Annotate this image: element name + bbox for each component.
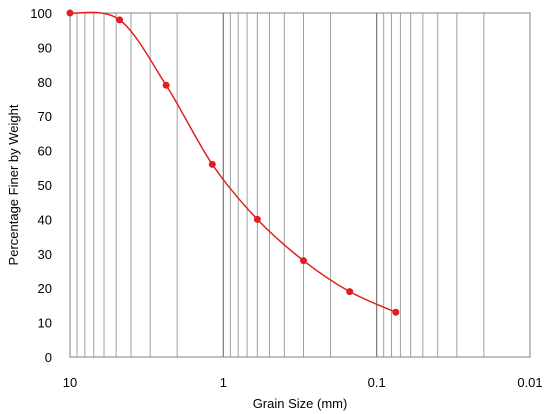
vertical-gridlines [69,13,531,357]
y-tick-label: 80 [38,75,52,90]
y-tick-label: 40 [38,212,52,227]
data-point [300,257,308,265]
data-point [162,81,170,89]
y-tick-label: 100 [30,6,52,21]
y-tick-label: 0 [45,350,52,365]
x-tick-labels: 10 1 0.1 0.01 [63,375,543,390]
y-tick-label: 60 [38,144,52,159]
y-axis-title: Percentage Finer by Weight [6,104,21,265]
y-tick-label: 50 [38,178,52,193]
y-tick-label: 90 [38,40,52,55]
x-tick-label: 0.01 [517,375,542,390]
x-tick-label: 10 [63,375,77,390]
x-tick-label: 1 [220,375,227,390]
x-axis-title: Grain Size (mm) [253,396,348,411]
data-point [253,215,261,223]
y-tick-labels: 0 10 20 30 40 50 60 70 80 90 100 [30,6,52,365]
y-tick-label: 70 [38,109,52,124]
y-tick-label: 30 [38,247,52,262]
data-point [346,288,354,296]
data-point [66,9,74,17]
data-point [116,16,124,24]
y-tick-label: 10 [38,316,52,331]
data-point [392,308,400,316]
plot-frame [69,12,531,358]
data-point [208,160,216,168]
y-tick-label: 20 [38,281,52,296]
data-points [66,9,400,316]
gradation-curve [69,11,397,313]
x-tick-label: 0.1 [368,375,386,390]
